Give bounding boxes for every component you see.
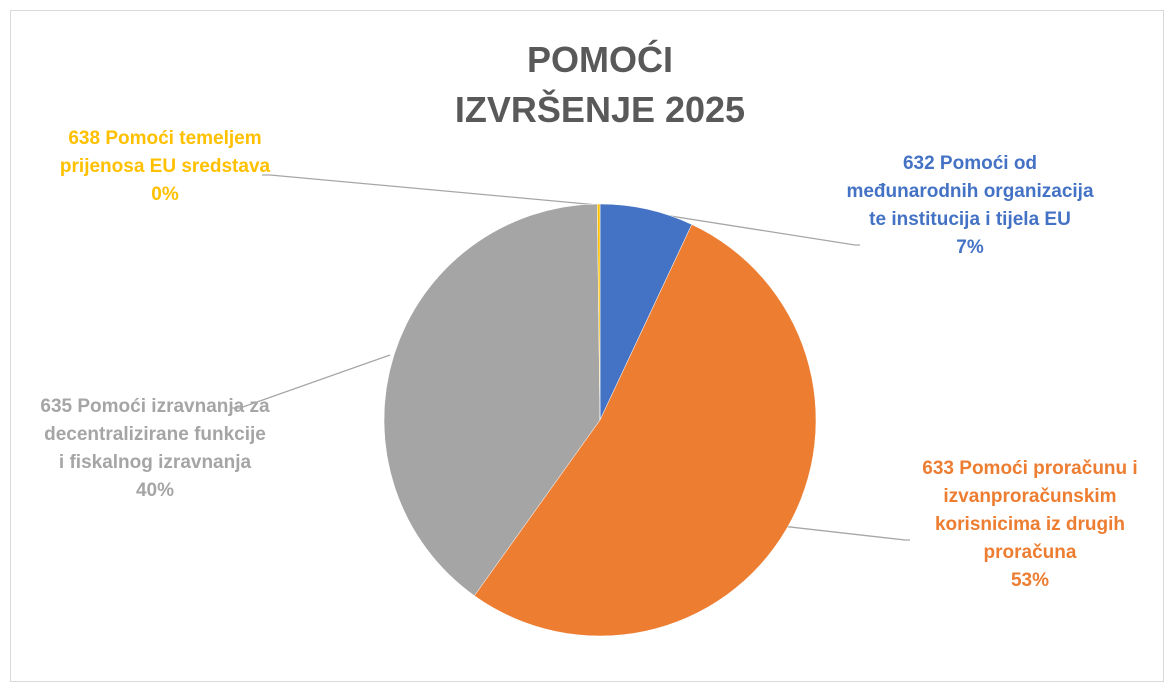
percent-label: 40%	[135, 480, 175, 501]
pie-slice	[383, 203, 601, 597]
category-label: 633 Pomoći proračunu i izvanproračunskim…	[922, 458, 1138, 563]
data-label: 633 Pomoći proračunu i izvanproračunskim…	[910, 455, 1150, 595]
leader-line	[262, 174, 599, 206]
data-label: 635 Pomoći izravnanja za decentraliziran…	[40, 393, 270, 505]
percent-label: 7%	[956, 237, 984, 258]
pie-slice	[474, 224, 817, 637]
leader-line	[754, 522, 910, 541]
percent-label: 53%	[1010, 570, 1050, 591]
category-label: 632 Pomoći od međunarodnih organizacija …	[846, 153, 1094, 230]
chart-title: POMOĆI	[527, 38, 673, 80]
leader-line	[644, 211, 860, 246]
data-label: 638 Pomoći temeljem prijenosa EU sredsta…	[55, 125, 275, 209]
pie-slice	[597, 203, 601, 421]
category-label: 635 Pomoći izravnanja za decentraliziran…	[40, 396, 270, 473]
data-label: 632 Pomoći od međunarodnih organizacija …	[840, 150, 1100, 262]
percent-label: 0%	[151, 184, 179, 205]
leader-line	[230, 354, 391, 409]
chart-title: IZVRŠENJE 2025	[455, 88, 745, 130]
category-label: 638 Pomoći temeljem prijenosa EU sredsta…	[59, 128, 271, 177]
